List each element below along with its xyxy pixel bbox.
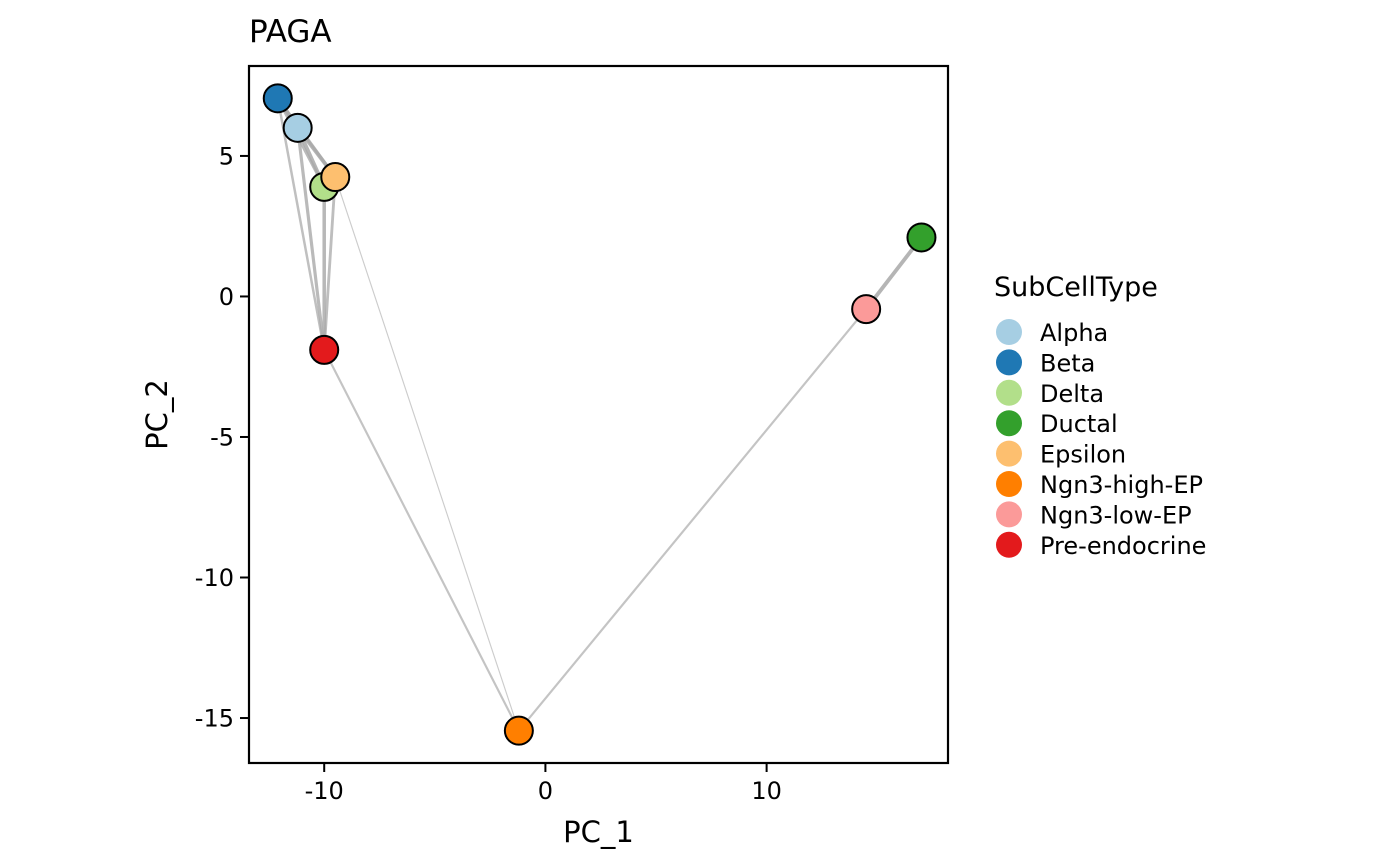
node-pre-endocrine (309, 334, 340, 365)
x-axis-title: PC_1 (563, 815, 634, 849)
x-axis-ticks: -10 0 10 (305, 763, 782, 805)
legend-label-alpha: Alpha (1040, 319, 1108, 347)
legend-label-delta: Delta (1040, 380, 1104, 408)
node-beta (262, 83, 293, 114)
y-tick-label: -15 (195, 705, 234, 733)
legend-label-epsilon: Epsilon (1040, 441, 1126, 469)
legend-key-delta (996, 379, 1022, 406)
legend-label-pre-endocrine: Pre-endocrine (1040, 532, 1206, 560)
edge-epsilon-ngn3-high-ep (334, 176, 520, 732)
plot-frame (247, 64, 950, 765)
y-tick-label: 5 (219, 142, 234, 170)
chart-title: PAGA (249, 14, 332, 50)
x-tick-label: 0 (538, 777, 553, 805)
edge-beta-pre-endocrine (276, 97, 326, 352)
legend-key-ngn3-low-ep (996, 501, 1022, 528)
legend: SubCellType AlphaBetaDeltaDuctalEpsilonN… (994, 272, 1206, 560)
node-ductal (906, 222, 937, 253)
edge-pre-endocrine-ngn3-high-ep (323, 348, 520, 732)
edge-alpha-pre-endocrine (296, 126, 326, 352)
node-alpha (282, 112, 313, 143)
legend-label-beta: Beta (1040, 349, 1095, 377)
legend-key-ngn3-high-ep (996, 471, 1022, 497)
legend-label-ductal: Ductal (1040, 410, 1118, 438)
y-tick-label: -5 (210, 423, 234, 451)
edge-epsilon-pre-endocrine (322, 175, 337, 352)
node-epsilon (320, 162, 351, 193)
node-ngn3-low-ep (851, 294, 882, 325)
legend-key-alpha (996, 319, 1022, 345)
edge-ngn3-low-ep-ductal (864, 235, 924, 312)
x-tick-label: -10 (305, 777, 344, 805)
y-tick-label: 0 (219, 283, 234, 311)
legend-key-pre-endocrine (996, 531, 1022, 558)
legend-key-ductal (996, 410, 1022, 437)
node-ngn3-high-ep (503, 715, 534, 746)
y-axis-ticks: 5 0 -5 -10 -15 (195, 142, 249, 733)
legend-key-epsilon (996, 440, 1022, 467)
y-tick-label: -10 (195, 564, 234, 592)
legend-label-ngn3-high-ep: Ngn3-high-EP (1040, 471, 1203, 499)
legend-key-beta (996, 349, 1022, 376)
legend-title: SubCellType (994, 272, 1158, 303)
y-axis-title: PC_2 (140, 379, 174, 450)
edges-layer (275, 96, 924, 732)
nodes-layer (262, 83, 937, 746)
x-tick-label: 10 (751, 777, 782, 805)
edge-ngn3-high-ep-ngn3-low-ep (517, 308, 868, 732)
legend-label-ngn3-low-ep: Ngn3-low-EP (1040, 501, 1192, 529)
